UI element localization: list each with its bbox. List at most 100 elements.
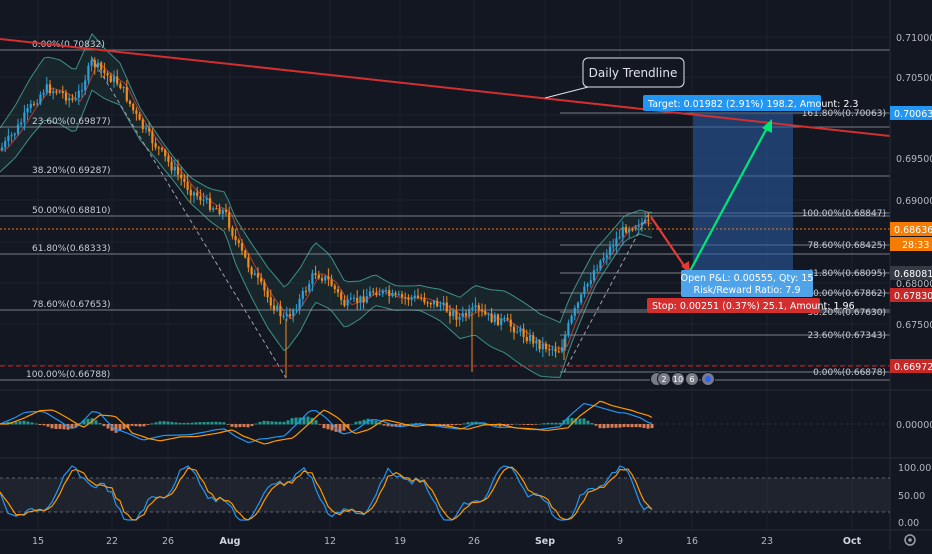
event-badges[interactable]: 2 10 6 [650, 372, 715, 386]
event-badge[interactable] [657, 372, 671, 386]
price-tag-current: 0.68636 [894, 225, 932, 236]
candle-body [506, 318, 509, 320]
macd-histogram-bar [218, 422, 222, 425]
macd-histogram-bar [314, 420, 318, 425]
candle-body [45, 84, 48, 93]
candle-body [551, 348, 554, 350]
fib-right-label: 78.60%(0.68425) [807, 241, 886, 251]
up-arrow [689, 125, 769, 272]
candle-body [580, 294, 583, 303]
macd-histogram-bar [410, 423, 414, 425]
candle-body [477, 305, 480, 310]
candle-body [599, 260, 602, 270]
price-tick: 0.67500 [896, 320, 932, 331]
candle-body [602, 257, 605, 261]
candle-body [119, 83, 122, 89]
target-zone-box[interactable] [693, 113, 793, 271]
macd-histogram-bar [98, 423, 102, 425]
candle-body [240, 242, 244, 251]
candle-body [576, 302, 580, 309]
candle-body [570, 315, 573, 323]
daily-trendline[interactable] [0, 38, 891, 137]
stoch-band [0, 478, 890, 512]
candle-body [404, 297, 407, 299]
macd-histogram-bar [278, 421, 282, 425]
candle-body [96, 62, 100, 67]
candle-body [32, 103, 36, 105]
macd-histogram-bar [554, 422, 558, 425]
candle-body [39, 94, 42, 104]
macd-histogram-bar [466, 422, 470, 425]
candle-body [151, 131, 154, 144]
time-tick: 9 [617, 536, 623, 547]
candle-body [407, 297, 410, 300]
candle-body [263, 281, 266, 291]
candle-body [516, 331, 519, 333]
candle-body [583, 286, 586, 295]
candle-body [586, 283, 589, 287]
band-upper [0, 32, 653, 324]
candle-body [647, 219, 650, 221]
macd-histogram-bar [358, 420, 362, 425]
time-axis[interactable]: 15 22 26 Aug 12 19 26 Sep 9 16 23 Oct [32, 536, 862, 547]
macd-histogram-bar [582, 418, 586, 425]
gear-icon[interactable] [904, 534, 916, 546]
event-badge[interactable] [671, 372, 685, 386]
candle-body [244, 250, 247, 258]
candle-body [535, 340, 538, 344]
macd-histogram-bar [174, 422, 178, 425]
candle-body [74, 97, 77, 100]
price-tag-target-bg [890, 106, 932, 120]
candle-body [381, 290, 384, 294]
candle-body [26, 108, 29, 113]
event-badge-count: 6 [689, 375, 694, 384]
macd-tick: 0.00000 [896, 420, 932, 431]
candle-body [445, 302, 448, 312]
candle-body [157, 147, 160, 149]
stop-label-bg [647, 298, 820, 313]
candle-body [253, 273, 256, 275]
stoch-k-line [0, 465, 653, 521]
candle-body [192, 192, 196, 196]
candle-body [458, 316, 461, 320]
candle-body [87, 65, 90, 81]
macd-indicator[interactable] [0, 400, 890, 445]
candle-body [208, 198, 212, 210]
macd-histogram-bar [214, 421, 218, 425]
fib-extension-right[interactable]: 161.80%(0.70063) 100.00%(0.68847) 78.60%(0… [560, 109, 890, 378]
candle-body [352, 297, 356, 299]
macd-histogram-bar [114, 424, 118, 433]
candle-body [560, 347, 564, 352]
price-tick: 0.69000 [896, 196, 932, 207]
stoch-tick: 0.00 [898, 518, 919, 529]
macd-histogram-bar [254, 423, 258, 425]
candle-body [170, 161, 173, 171]
macd-histogram-bar [598, 424, 602, 429]
price-tag-level-bg [890, 266, 932, 280]
price-axis[interactable]: 0.710000.705000.700000.695000.690000.685… [890, 33, 932, 529]
macd-histogram-bar [378, 423, 382, 425]
candle-body [621, 226, 624, 238]
macd-histogram-bar [150, 423, 154, 425]
stochastic-indicator[interactable] [0, 465, 890, 521]
fib-right-label: 38.20%(0.67630) [807, 308, 886, 318]
trendline-callout[interactable]: Daily Trendline [544, 57, 685, 99]
candle-body [285, 314, 288, 316]
macd-histogram-bar [322, 424, 326, 429]
event-badge[interactable] [685, 372, 699, 386]
stop-label[interactable]: Stop: 0.00251 (0.37%) 25.1, Amount: 1.96 [647, 298, 855, 313]
candle-body [519, 328, 522, 332]
position-info-label[interactable]: Open P&L: 0.00555, Qty: 15 Risk/Reward R… [681, 270, 814, 297]
candle-body [122, 87, 125, 89]
down-arrow [650, 216, 688, 271]
candle-body [231, 227, 234, 237]
target-label[interactable]: Target: 0.01982 (2.91%) 198.2, Amount: 2… [643, 95, 858, 111]
price-tick: 0.69500 [896, 154, 932, 165]
macd-histogram-bar [274, 421, 278, 425]
macd-histogram-bar [290, 418, 294, 425]
macd-histogram-bar [266, 421, 270, 425]
candle-body [4, 141, 7, 148]
candle-body [343, 299, 346, 306]
